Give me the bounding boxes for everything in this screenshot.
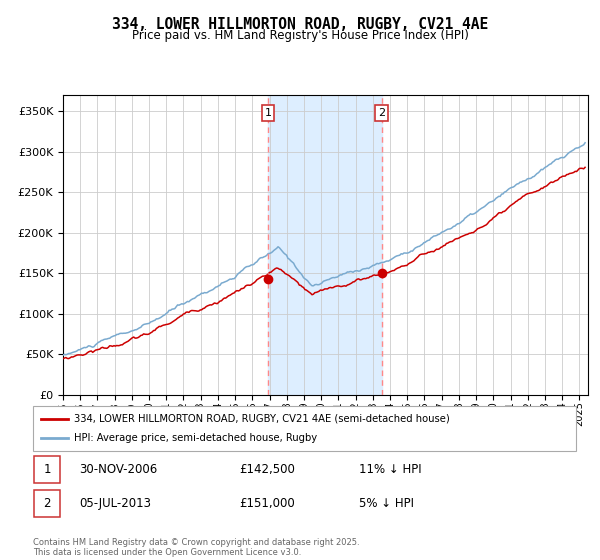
FancyBboxPatch shape [34,456,60,483]
Text: £151,000: £151,000 [239,497,295,510]
Text: 2: 2 [43,497,51,510]
Text: 1: 1 [43,463,51,477]
Text: 11% ↓ HPI: 11% ↓ HPI [359,463,421,477]
FancyBboxPatch shape [33,406,576,451]
Text: 1: 1 [265,108,272,118]
FancyBboxPatch shape [34,490,60,517]
Text: Price paid vs. HM Land Registry's House Price Index (HPI): Price paid vs. HM Land Registry's House … [131,29,469,42]
Text: £142,500: £142,500 [239,463,295,477]
Text: 334, LOWER HILLMORTON ROAD, RUGBY, CV21 4AE: 334, LOWER HILLMORTON ROAD, RUGBY, CV21 … [112,17,488,32]
Text: 5% ↓ HPI: 5% ↓ HPI [359,497,414,510]
Text: 30-NOV-2006: 30-NOV-2006 [79,463,157,477]
Text: Contains HM Land Registry data © Crown copyright and database right 2025.
This d: Contains HM Land Registry data © Crown c… [33,538,359,557]
Text: 05-JUL-2013: 05-JUL-2013 [79,497,151,510]
Text: 2: 2 [378,108,385,118]
Text: HPI: Average price, semi-detached house, Rugby: HPI: Average price, semi-detached house,… [74,433,317,444]
Text: 334, LOWER HILLMORTON ROAD, RUGBY, CV21 4AE (semi-detached house): 334, LOWER HILLMORTON ROAD, RUGBY, CV21 … [74,413,449,423]
Bar [268,95,382,395]
